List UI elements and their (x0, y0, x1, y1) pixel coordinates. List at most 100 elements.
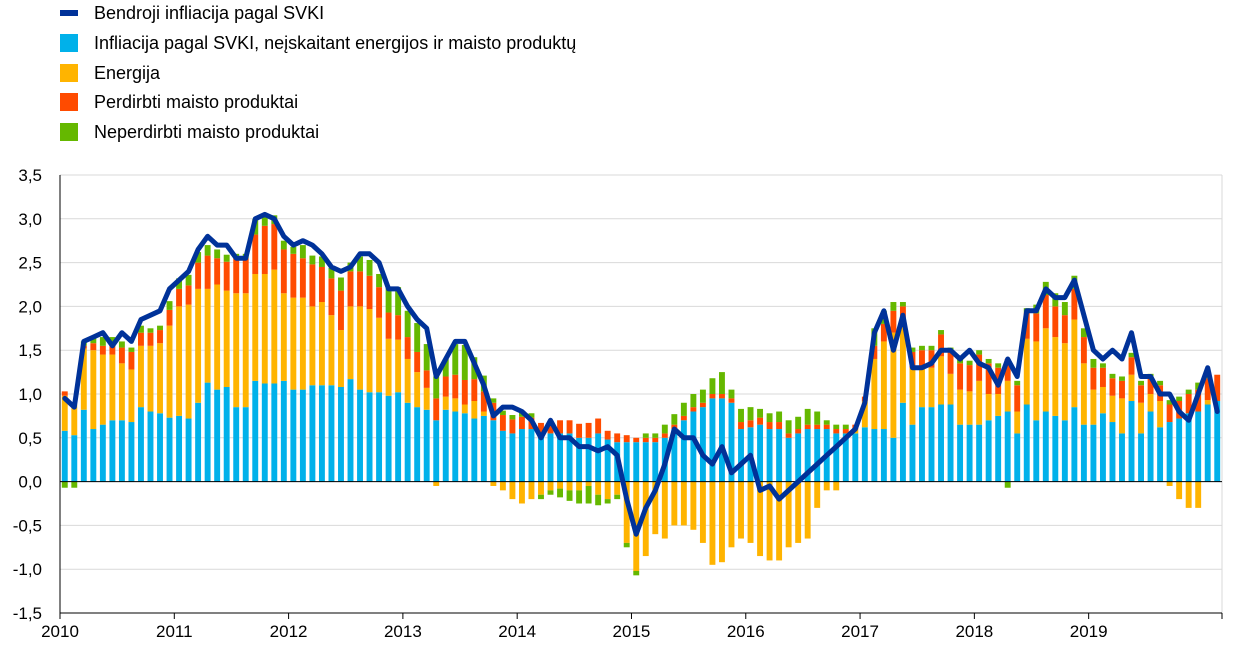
bar-segment (223, 261, 230, 291)
bar-segment (1176, 481, 1183, 500)
bar-segment (709, 378, 716, 394)
bar-segment (709, 398, 716, 482)
bar-segment (338, 330, 344, 387)
bar-segment (280, 380, 287, 482)
bar-segment (223, 290, 230, 387)
bar-segment (366, 309, 373, 393)
bar-segment (404, 310, 411, 338)
bar-segment (328, 267, 335, 279)
bar-segment (214, 284, 221, 390)
bar-segment (861, 401, 868, 428)
bar-segment (1004, 358, 1011, 381)
bar-segment (299, 258, 306, 298)
bar-segment (480, 415, 487, 482)
bar-segment (633, 570, 640, 576)
bar-segment (385, 312, 392, 339)
bar-segment (499, 410, 506, 416)
bar-segment (699, 402, 706, 408)
bar-segment (585, 437, 592, 482)
bar-segment (1214, 401, 1221, 482)
bar-segment (480, 411, 487, 416)
bar-segment (1042, 411, 1049, 482)
bar-segment (61, 430, 68, 482)
bar-segment (833, 429, 840, 434)
bar-segment (176, 415, 183, 482)
bar-segment (680, 402, 687, 416)
headline-inflation-line (62, 211, 1220, 537)
bar-segment (347, 306, 354, 380)
bar-segment (671, 429, 678, 482)
bar-segment (671, 414, 678, 425)
bar-segment (1061, 343, 1068, 421)
bar-segment (538, 481, 544, 495)
bar-segment (804, 429, 811, 482)
bar-segment (1204, 400, 1211, 405)
bar-segment (823, 420, 830, 425)
bar-segment (195, 288, 202, 403)
bar-segment (709, 481, 716, 565)
bar-segment (204, 382, 211, 482)
bar-segment (1014, 411, 1021, 434)
bar-segment (71, 404, 78, 436)
bar-segment (976, 380, 983, 425)
bar-segment (919, 345, 925, 351)
bar-segment (147, 345, 154, 412)
bar-segment (1185, 389, 1192, 394)
bar-segment (538, 494, 544, 500)
bar-segment (452, 374, 459, 399)
bar-segment (871, 429, 878, 482)
bar-segment (61, 481, 68, 488)
bar-segment (776, 481, 783, 561)
bar-segment (166, 301, 173, 310)
bar-segment (976, 424, 983, 482)
bar-segment (852, 433, 859, 482)
bar-segment (890, 302, 897, 311)
bar-segment (585, 485, 592, 504)
bar-segment (338, 277, 344, 291)
bar-segment (699, 407, 706, 482)
bar-segment (90, 429, 97, 482)
bar-segment (357, 271, 363, 307)
y-tick-label: -1,0 (13, 560, 42, 579)
bar-segment (699, 389, 706, 403)
bar-segment (290, 253, 297, 298)
y-tick-label: 3,5 (18, 166, 42, 185)
bar-segment (719, 481, 725, 563)
legend-swatch-unprocessed-food (60, 123, 78, 141)
bar-segment (423, 344, 430, 371)
bar-segment (414, 351, 421, 373)
bar-segment (480, 391, 487, 412)
bar-segment (1166, 422, 1173, 482)
bar-segment (728, 389, 735, 399)
bar-segment (118, 363, 125, 421)
bar-segment (623, 442, 630, 482)
bar-segment (766, 481, 773, 561)
bar-segment (1071, 407, 1078, 482)
bar-segment (1119, 433, 1125, 482)
bar-segment (823, 424, 830, 430)
bar-segment (1090, 358, 1097, 368)
bar-segment (976, 354, 983, 381)
bar-segment (738, 481, 744, 539)
bar-segment (585, 481, 592, 486)
bar-segment (747, 481, 754, 543)
bar-segment (1119, 398, 1125, 434)
bar-segment (423, 409, 430, 482)
y-tick-label: 1,5 (18, 341, 42, 360)
bar-segment (328, 385, 335, 482)
bar-segment (728, 398, 735, 403)
bar-segment (261, 383, 268, 482)
bar-segment (633, 442, 640, 482)
bar-segment (804, 424, 811, 430)
bar-segment (138, 407, 144, 482)
bar-segment (271, 269, 278, 384)
bar-segment (99, 345, 106, 355)
x-tick-label: 2010 (41, 622, 79, 641)
bar-segment (357, 389, 363, 482)
bar-segment (490, 398, 497, 403)
bar-segment (671, 481, 678, 526)
bar-segment (947, 373, 954, 405)
bar-segment (899, 402, 906, 482)
bar-segment (938, 334, 944, 357)
bar-segment (414, 372, 421, 408)
